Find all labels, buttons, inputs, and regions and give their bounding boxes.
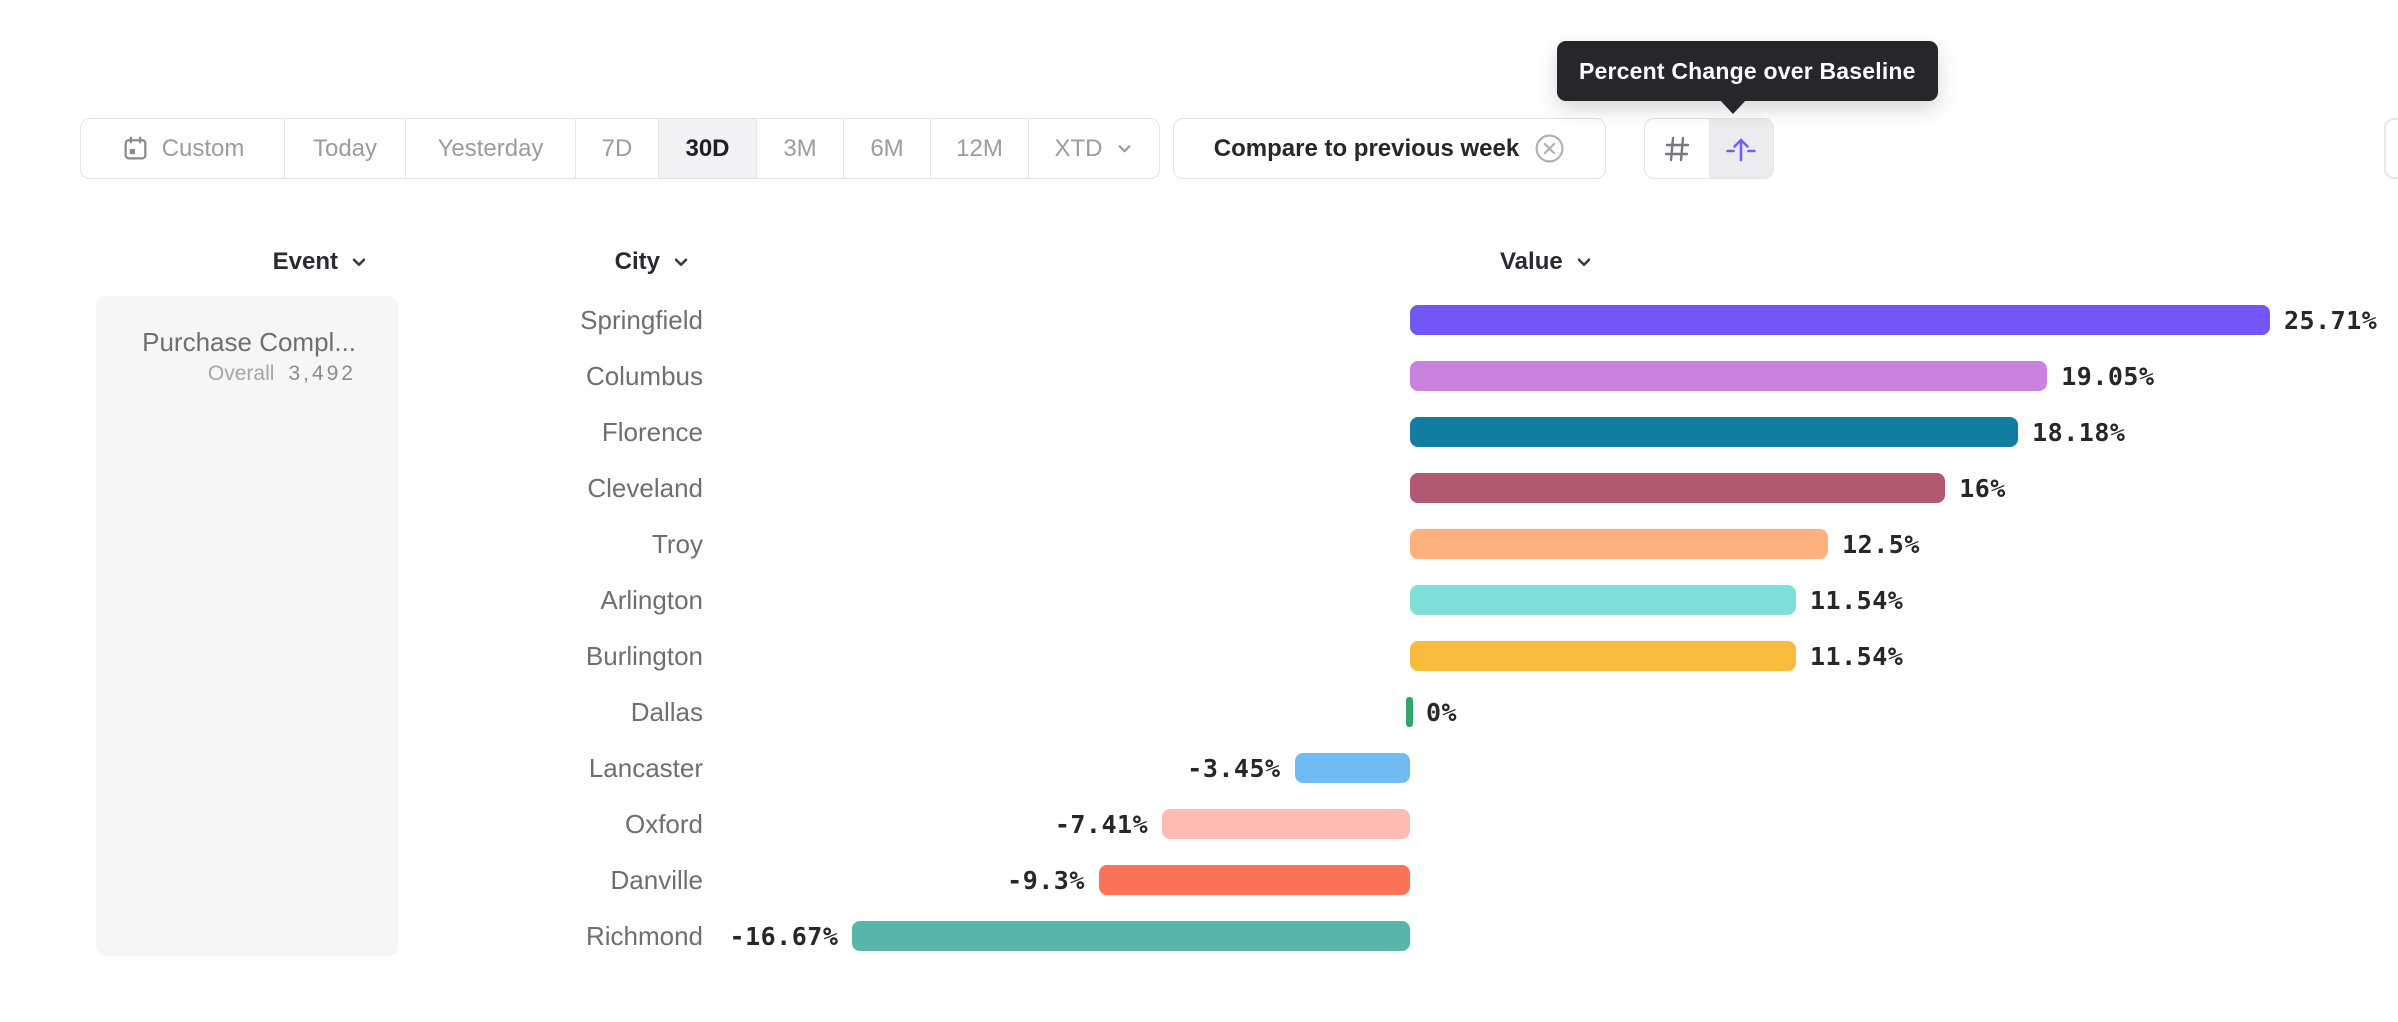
city-label: Florence: [601, 417, 703, 447]
chart-row: Lancaster -3.45%: [0, 740, 2398, 796]
date-range-6m[interactable]: 6M: [844, 119, 931, 178]
chart-row: Columbus 19.05%: [0, 348, 2398, 404]
chart-row: Richmond -16.67%: [0, 908, 2398, 964]
tooltip-caret: [1719, 99, 1747, 114]
column-header-city-label: City: [614, 248, 660, 275]
value-bar[interactable]: [1410, 361, 2048, 391]
city-label: Dallas: [630, 697, 703, 727]
chevron-down-icon: [1115, 139, 1134, 158]
city-label: Columbus: [585, 361, 703, 391]
value-label: 25.71%: [2283, 306, 2378, 335]
value-bar[interactable]: [1294, 753, 1410, 783]
chart-row: Oxford -7.41%: [0, 796, 2398, 852]
compare-to-previous-week-pill[interactable]: Compare to previous week: [1173, 118, 1606, 179]
column-header-city[interactable]: City: [400, 240, 691, 284]
value-bar[interactable]: [1410, 305, 2270, 335]
zero-baseline-tick[interactable]: [1406, 697, 1413, 727]
value-bar[interactable]: [1162, 809, 1410, 839]
view-toggle-group: [1644, 118, 1774, 179]
city-label: Troy: [651, 529, 703, 559]
value-label: 19.05%: [2061, 362, 2155, 391]
absolute-numbers-toggle[interactable]: [1645, 119, 1709, 178]
chart-row: Cleveland 16%: [0, 460, 2398, 516]
chevron-down-icon: [1574, 252, 1594, 272]
bar-chart: Springfield 25.71% Columbus 19.05% Florence 1…: [0, 292, 2398, 964]
value-label: -7.41%: [1054, 810, 1149, 839]
city-label: Cleveland: [587, 473, 703, 503]
event-title: Purchase Compl...: [142, 327, 356, 357]
value-bar[interactable]: [1410, 641, 1796, 671]
city-label: Springfield: [580, 305, 703, 335]
chart-row: Florence 18.18%: [0, 404, 2398, 460]
column-header-value[interactable]: Value: [1500, 240, 1594, 284]
value-label: -3.45%: [1187, 754, 1281, 783]
percent-change-toggle[interactable]: [1709, 119, 1773, 178]
chevron-down-icon: [349, 252, 369, 272]
city-label: Arlington: [600, 585, 703, 615]
date-range-custom[interactable]: Custom: [81, 119, 285, 178]
column-header-event-label: Event: [272, 248, 338, 275]
tooltip-percent-change-over-baseline: Percent Change over Baseline: [1557, 41, 1938, 101]
value-bar[interactable]: [1410, 417, 2019, 447]
value-label: 18.18%: [2032, 418, 2126, 447]
date-range-xtd-label: XTD: [1054, 134, 1103, 162]
value-label: 11.54%: [1810, 642, 1904, 671]
chart-row: Burlington 11.54%: [0, 628, 2398, 684]
value-label: 11.54%: [1810, 586, 1904, 615]
event-panel[interactable]: Purchase Compl... Overall 3,492: [96, 296, 398, 956]
date-range-group: Custom Today Yesterday 7D 30D 3M 6M 12M …: [80, 118, 1160, 179]
calendar-icon: [121, 134, 150, 163]
value-bar[interactable]: [1410, 585, 1796, 615]
value-label: 0%: [1426, 698, 1458, 727]
event-overall-row: Overall 3,492: [112, 361, 356, 387]
date-range-12m[interactable]: 12M: [931, 119, 1029, 178]
chart-row: Danville -9.3%: [0, 852, 2398, 908]
city-label: Burlington: [585, 641, 703, 671]
city-label: Danville: [610, 865, 704, 895]
overall-label: Overall: [207, 362, 275, 385]
city-label: Lancaster: [588, 753, 703, 783]
date-range-today[interactable]: Today: [285, 119, 406, 178]
value-label: -9.3%: [1007, 866, 1085, 895]
city-label: Richmond: [585, 921, 703, 951]
column-header-value-label: Value: [1500, 248, 1563, 275]
column-header-event[interactable]: Event: [96, 240, 369, 284]
circle-x-icon[interactable]: [1534, 133, 1565, 164]
edge-button-partial[interactable]: [2384, 118, 2398, 179]
baseline-arrow-icon: [1724, 132, 1758, 166]
tooltip-text: Percent Change over Baseline: [1579, 57, 1916, 84]
value-bar[interactable]: [1410, 529, 1829, 559]
value-label: 12.5%: [1842, 530, 1920, 559]
date-range-xtd[interactable]: XTD: [1029, 119, 1159, 178]
date-range-3m[interactable]: 3M: [757, 119, 844, 178]
city-label: Oxford: [624, 809, 703, 839]
date-range-7d[interactable]: 7D: [576, 119, 659, 178]
value-label: 16%: [1959, 474, 2006, 503]
value-bar[interactable]: [1098, 865, 1410, 895]
value-bar[interactable]: [852, 921, 1410, 951]
date-range-30d[interactable]: 30D: [659, 119, 757, 178]
chevron-down-icon: [671, 252, 691, 272]
chart-row: Dallas 0%: [0, 684, 2398, 740]
chart-row: Arlington 11.54%: [0, 572, 2398, 628]
date-range-yesterday[interactable]: Yesterday: [406, 119, 576, 178]
compare-pill-label: Compare to previous week: [1213, 134, 1520, 162]
value-label: -16.67%: [729, 922, 839, 951]
date-range-custom-label: Custom: [161, 134, 245, 162]
overall-value: 3,492: [288, 362, 356, 385]
hash-icon: [1661, 133, 1693, 165]
value-bar[interactable]: [1410, 473, 1946, 503]
chart-row: Troy 12.5%: [0, 516, 2398, 572]
chart-row: Springfield 25.71%: [0, 292, 2398, 348]
